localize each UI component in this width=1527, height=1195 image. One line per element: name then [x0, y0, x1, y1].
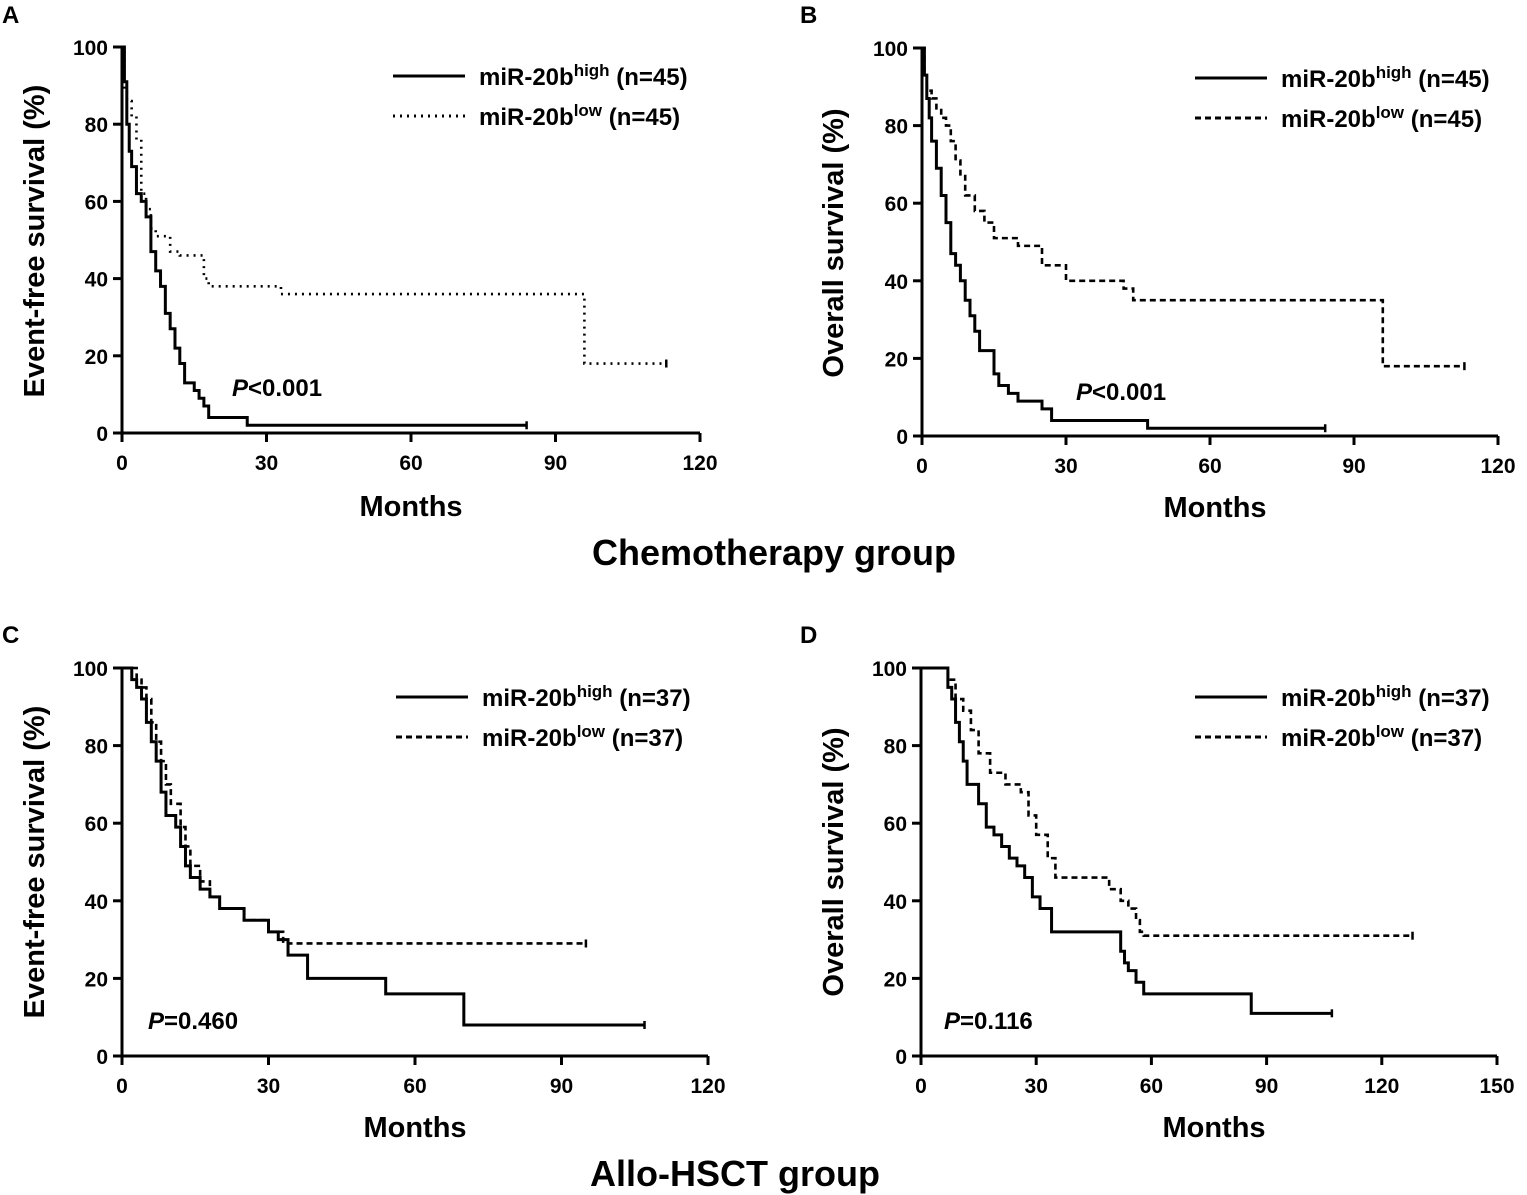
x-tick-label-b: 90 — [1342, 455, 1365, 478]
km-curve-low-b — [922, 46, 1465, 368]
y-tick-label-d: 20 — [884, 968, 907, 991]
y-axis-title-b: Overall survival (%) — [818, 108, 850, 377]
y-tick-label-a: 20 — [85, 346, 108, 369]
panel-c: C 0 30 60 90 120 0 20 40 60 80 100 Months Event-free … — [2, 622, 726, 1144]
legend-label-high-c: miR-20bhigh (n=37) — [482, 682, 691, 712]
p-value-c: P=0.460 — [148, 1008, 238, 1035]
x-tick-label-c: 30 — [257, 1075, 280, 1098]
km-curve-low-a — [122, 45, 667, 365]
x-axis-title-d: Months — [1162, 1112, 1265, 1144]
x-axis-title-c: Months — [363, 1112, 466, 1144]
y-tick-label-c: 60 — [85, 813, 108, 836]
legend-label-high-a: miR-20bhigh (n=45) — [479, 61, 688, 91]
y-tick-label-a: 0 — [96, 423, 108, 446]
y-tick-label-d: 0 — [895, 1046, 907, 1069]
km-curve-high-c — [122, 666, 645, 1027]
y-tick-label-c: 80 — [85, 736, 108, 759]
x-tick-label-b: 0 — [916, 455, 928, 478]
y-tick-label-d: 80 — [884, 736, 907, 759]
panel-label-a: A — [2, 2, 19, 29]
km-curve-high-b — [922, 46, 1326, 430]
y-tick-label-d: 100 — [872, 658, 907, 681]
x-tick-label-d: 30 — [1025, 1075, 1048, 1098]
y-tick-label-c: 100 — [73, 658, 108, 681]
x-tick-label-a: 60 — [399, 452, 422, 475]
y-axis-title-c: Event-free survival (%) — [19, 706, 51, 1019]
panel-label-c: C — [2, 622, 19, 649]
y-tick-label-b: 40 — [885, 271, 908, 294]
km-curve-high-d — [921, 666, 1332, 1015]
allo-hsct-group-title: Allo-HSCT group — [590, 1153, 880, 1194]
panel-d: D 0 30 60 90 120 150 0 20 40 60 80 100 Months Overall … — [800, 622, 1515, 1144]
x-tick-label-c: 60 — [403, 1075, 426, 1098]
km-curve-high-a — [122, 45, 527, 427]
legend-label-low-a: miR-20blow (n=45) — [479, 101, 680, 131]
x-tick-label-d: 90 — [1255, 1075, 1278, 1098]
legend-label-low-c: miR-20blow (n=37) — [482, 722, 683, 752]
y-tick-label-a: 80 — [85, 114, 108, 137]
legend-label-high-b: miR-20bhigh (n=45) — [1281, 63, 1490, 93]
p-value-d: P=0.116 — [944, 1008, 1033, 1035]
km-curve-low-d — [921, 666, 1413, 938]
y-tick-label-d: 60 — [884, 813, 907, 836]
y-tick-label-c: 0 — [96, 1046, 108, 1069]
chemotherapy-group-title: Chemotherapy group — [592, 532, 957, 573]
x-tick-label-d: 120 — [1364, 1075, 1399, 1098]
x-tick-label-a: 30 — [255, 452, 278, 475]
x-axis-title-a: Months — [359, 491, 462, 523]
panel-label-b: B — [800, 2, 817, 29]
y-tick-label-c: 40 — [85, 891, 108, 914]
y-tick-label-b: 20 — [885, 348, 908, 371]
x-tick-label-d: 150 — [1479, 1075, 1514, 1098]
p-value-a: P<0.001 — [232, 375, 322, 402]
km-curve-low-c — [122, 666, 586, 945]
x-tick-label-d: 60 — [1140, 1075, 1163, 1098]
panel-a: A 0 30 60 90 120 0 20 40 60 80 100 Months Event-free … — [2, 2, 718, 523]
x-tick-label-c: 90 — [550, 1075, 573, 1098]
y-axis-title-d: Overall survival (%) — [818, 727, 850, 996]
x-tick-label-c: 120 — [690, 1075, 725, 1098]
x-tick-label-d: 0 — [915, 1075, 927, 1098]
y-tick-label-b: 100 — [873, 38, 908, 61]
panel-b: B 0 30 60 90 120 0 20 40 60 80 100 Months Overall sur… — [800, 2, 1516, 524]
x-tick-label-a: 120 — [682, 452, 717, 475]
legend-label-high-d: miR-20bhigh (n=37) — [1281, 682, 1490, 712]
x-tick-label-b: 30 — [1054, 455, 1077, 478]
legend-label-low-b: miR-20blow (n=45) — [1281, 103, 1482, 133]
y-tick-label-b: 0 — [896, 426, 908, 449]
y-tick-label-d: 40 — [884, 891, 907, 914]
y-tick-label-b: 60 — [885, 193, 908, 216]
y-tick-label-a: 60 — [85, 191, 108, 214]
x-tick-label-b: 60 — [1198, 455, 1221, 478]
panel-label-d: D — [800, 622, 817, 649]
legend-label-low-d: miR-20blow (n=37) — [1281, 722, 1482, 752]
y-tick-label-a: 40 — [85, 269, 108, 292]
x-tick-label-b: 120 — [1480, 455, 1515, 478]
x-axis-title-b: Months — [1163, 492, 1266, 524]
y-tick-label-a: 100 — [73, 37, 108, 60]
x-tick-label-c: 0 — [116, 1075, 128, 1098]
x-tick-label-a: 90 — [544, 452, 567, 475]
y-tick-label-c: 20 — [85, 968, 108, 991]
y-tick-label-b: 80 — [885, 116, 908, 139]
y-axis-title-a: Event-free survival (%) — [19, 85, 51, 398]
p-value-b: P<0.001 — [1076, 379, 1166, 406]
x-tick-label-a: 0 — [116, 452, 128, 475]
